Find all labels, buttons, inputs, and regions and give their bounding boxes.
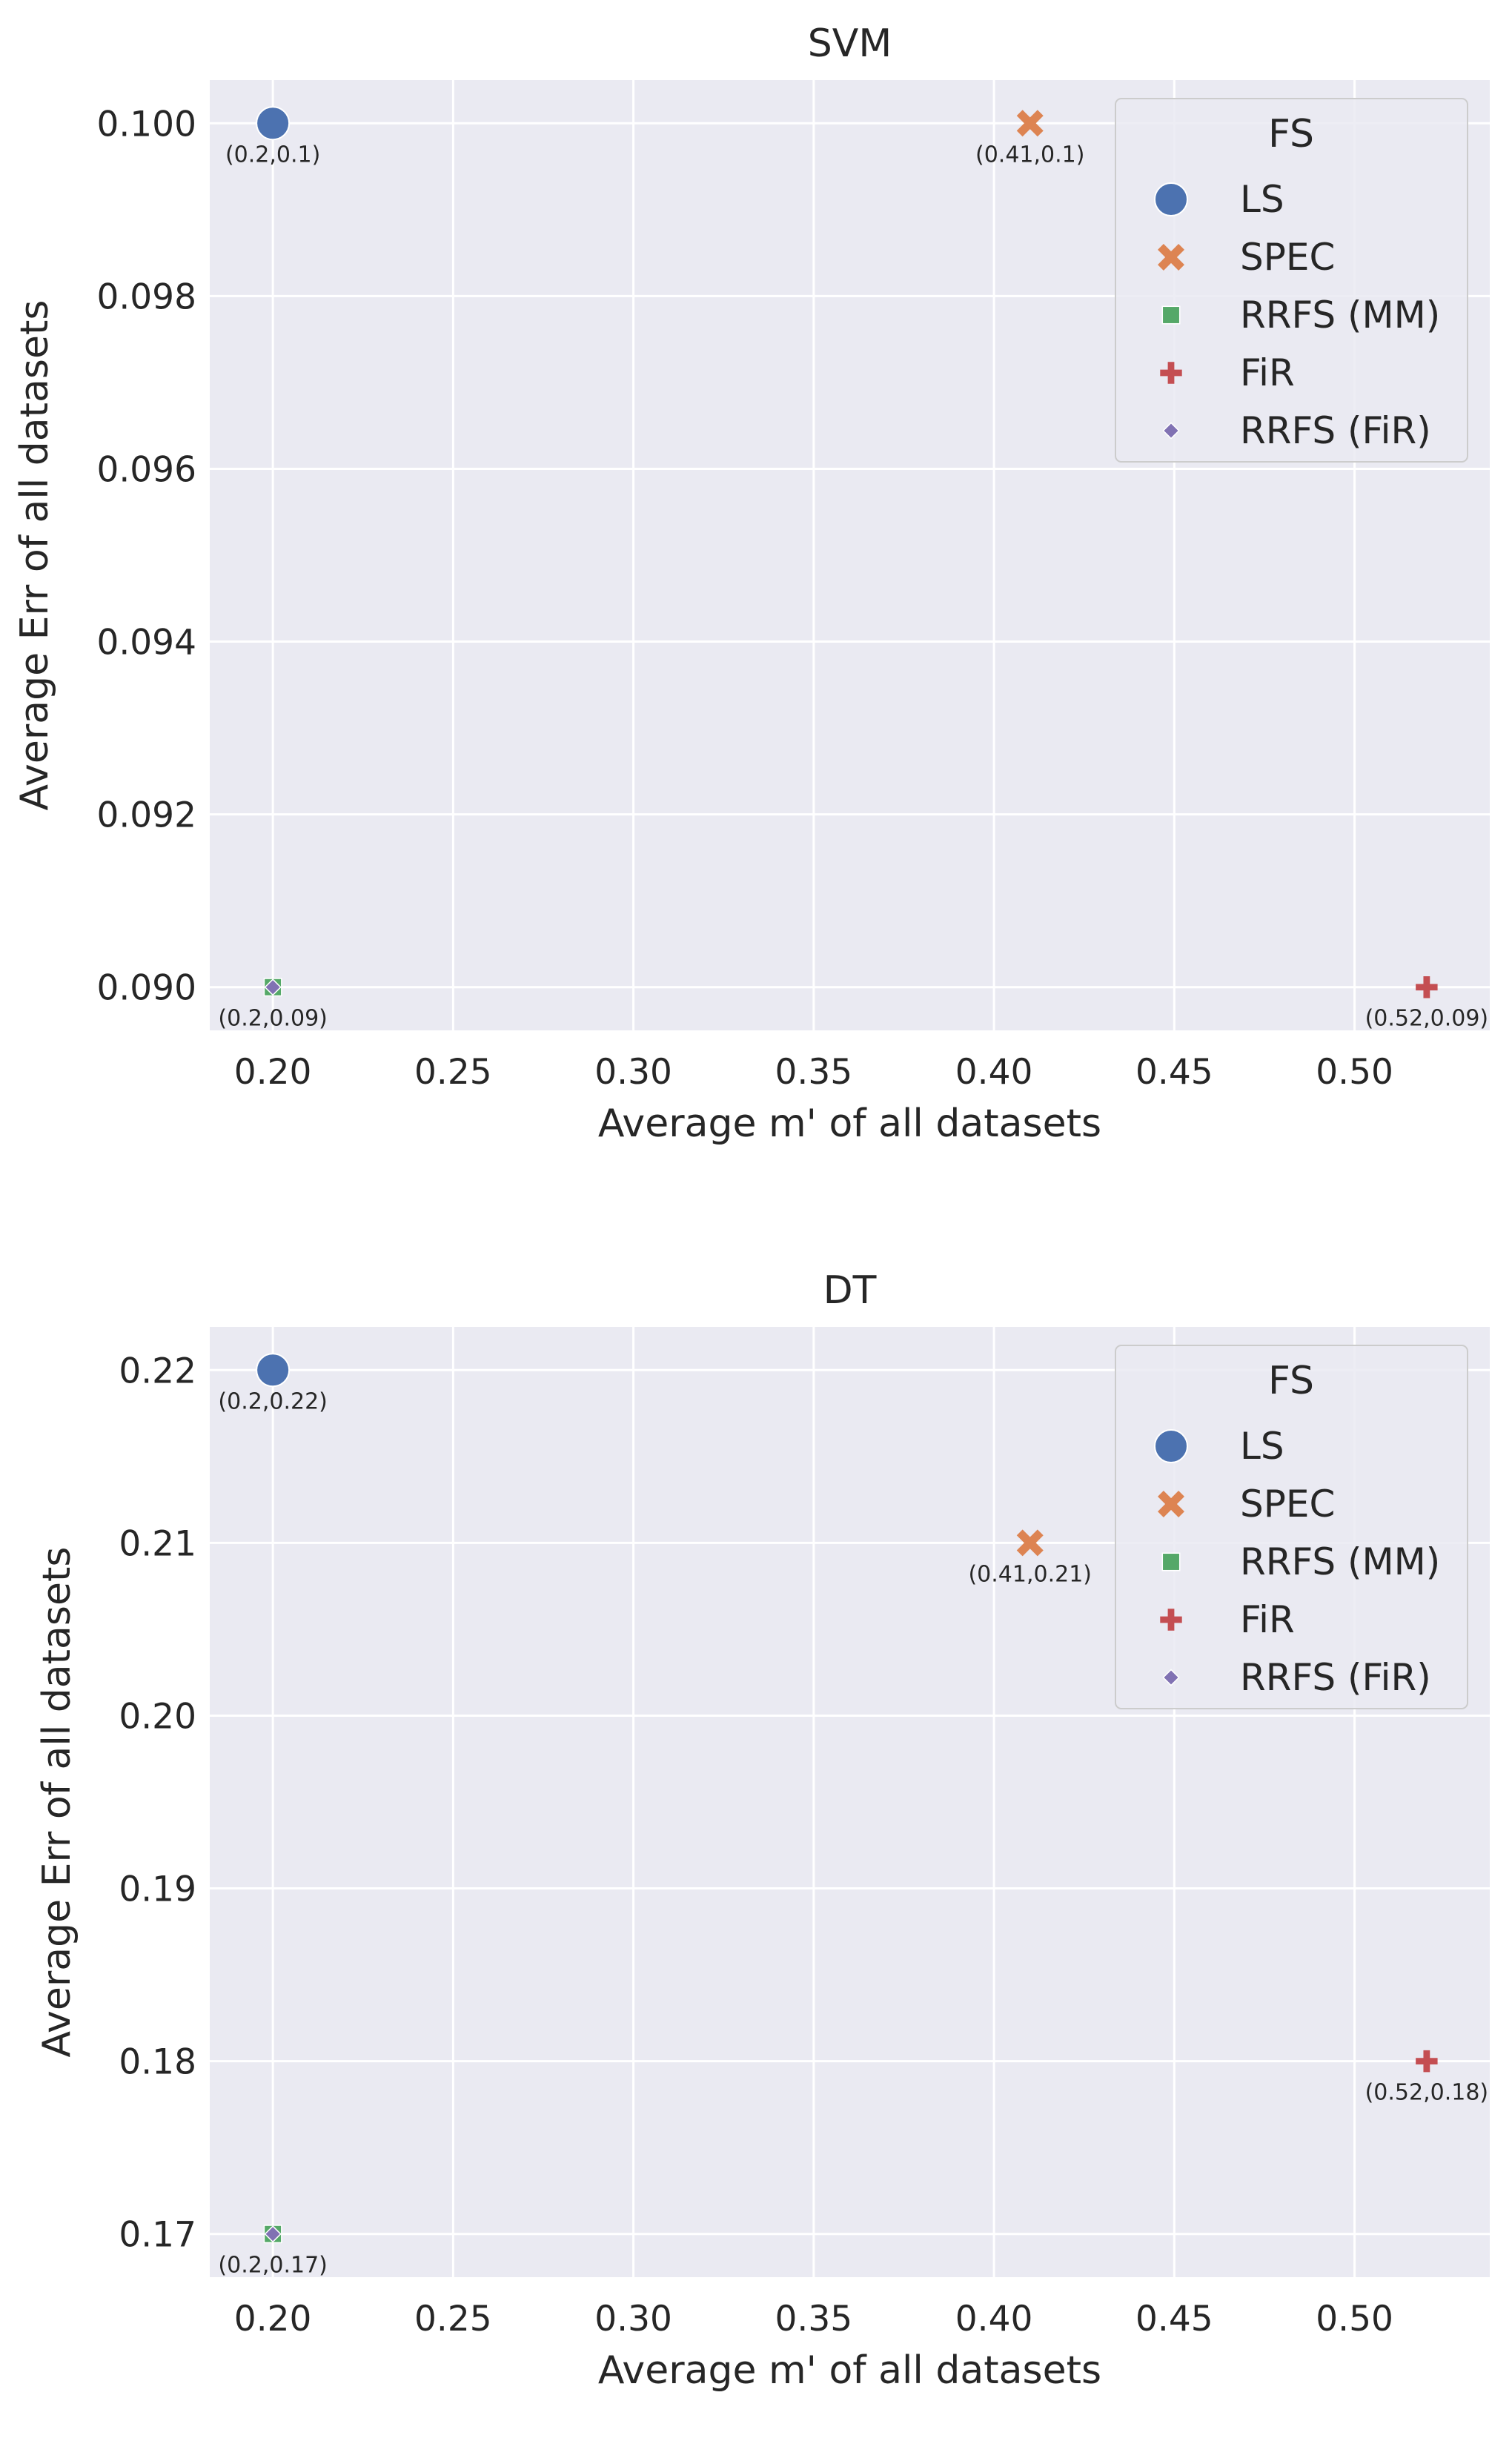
x-tick-label: 0.35 <box>775 1052 853 1093</box>
x-tick-label: 0.30 <box>594 2299 672 2339</box>
y-axis-label: Average Err of all datasets <box>35 1547 79 2058</box>
x-tick-label: 0.50 <box>1316 2299 1393 2339</box>
legend-label: FiR <box>1240 1598 1295 1641</box>
legend-title: FS <box>1268 1359 1314 1403</box>
data-label: (0.52,0.09) <box>1365 1006 1489 1032</box>
legend-label: RRFS (MM) <box>1240 1540 1440 1583</box>
chart-panel-dt: 0.20 0.25 0.30 0.35 0.40 0.45 0.50 0.17 0.18 0.19… <box>35 1268 1490 2393</box>
y-axis-label: Average Err of all datasets <box>13 300 57 811</box>
legend-label: LS <box>1240 1425 1284 1468</box>
legend-marker-rrfs-mm <box>1161 1552 1181 1571</box>
y-tick-label: 0.17 <box>119 2215 196 2256</box>
y-tick-label: 0.21 <box>119 1523 196 1564</box>
data-point-rrfs-fir <box>264 2225 282 2243</box>
y-tick-label: 0.100 <box>96 104 196 145</box>
legend: FS LS SPEC RRFS (MM) FiR RRFS (FiR) <box>1115 98 1468 463</box>
y-tick-label: 0.18 <box>119 2042 196 2083</box>
legend-label: RRFS (FiR) <box>1240 1656 1431 1699</box>
legend-marker-rrfs-fir <box>1162 422 1180 440</box>
data-point-fir <box>1416 2050 1438 2073</box>
legend-marker-fir <box>1160 1609 1182 1631</box>
x-tick-label: 0.20 <box>234 2299 312 2339</box>
x-tick-label: 0.25 <box>414 2299 492 2339</box>
chart-title: SVM <box>808 21 892 66</box>
legend-title: FS <box>1268 112 1314 156</box>
x-tick-label: 0.50 <box>1316 1052 1393 1093</box>
legend-marker-ls <box>1154 182 1188 216</box>
legend-label: SPEC <box>1240 236 1335 279</box>
y-tick-label: 0.094 <box>96 623 196 663</box>
y-tick-label: 0.098 <box>96 276 196 317</box>
data-label: (0.2,0.17) <box>218 2253 327 2279</box>
data-label: (0.41,0.1) <box>975 142 1084 168</box>
data-label: (0.2,0.22) <box>218 1388 327 1414</box>
legend-box <box>1115 98 1468 463</box>
y-tick-label: 0.22 <box>119 1351 196 1391</box>
x-axis-label: Average m' of all datasets <box>598 2348 1101 2393</box>
legend-marker-fir <box>1160 362 1182 384</box>
x-tick-label: 0.30 <box>594 1052 672 1093</box>
x-tick-label: 0.45 <box>1135 1052 1213 1093</box>
x-tick-label: 0.35 <box>775 2299 853 2339</box>
legend-label: FiR <box>1240 351 1295 394</box>
legend-label: RRFS (FiR) <box>1240 409 1431 452</box>
chart-panel-svm: 0.20 0.25 0.30 0.35 0.40 0.45 0.50 0.090 0.092 0.… <box>13 21 1490 1146</box>
data-label: (0.52,0.18) <box>1365 2080 1489 2106</box>
legend-marker-rrfs-mm <box>1161 305 1181 325</box>
y-tick-label: 0.096 <box>96 449 196 490</box>
legend-box <box>1115 1345 1468 1709</box>
legend-marker-rrfs-fir <box>1162 1669 1180 1686</box>
legend-label: SPEC <box>1240 1483 1335 1526</box>
x-axis-label: Average m' of all datasets <box>598 1102 1101 1146</box>
y-tick-label: 0.20 <box>119 1696 196 1737</box>
y-tick-label: 0.19 <box>119 1869 196 1910</box>
legend-label: LS <box>1240 178 1284 221</box>
x-tick-label: 0.40 <box>955 1052 1033 1093</box>
data-label: (0.41,0.21) <box>968 1561 1092 1587</box>
data-point-spec <box>1016 1529 1044 1557</box>
x-tick-label: 0.20 <box>234 1052 312 1093</box>
chart-title: DT <box>823 1268 877 1313</box>
x-tick-label: 0.45 <box>1135 2299 1213 2339</box>
data-point-ls <box>256 106 291 141</box>
data-point-rrfs-fir <box>264 978 282 996</box>
legend-marker-spec <box>1158 1491 1184 1517</box>
data-point-ls <box>256 1353 291 1388</box>
data-label: (0.2,0.09) <box>218 1006 327 1032</box>
data-label: (0.2,0.1) <box>225 142 320 168</box>
y-tick-label: 0.092 <box>96 795 196 836</box>
legend: FS LS SPEC RRFS (MM) FiR RRFS (FiR) <box>1115 1345 1468 1709</box>
x-tick-label: 0.40 <box>955 2299 1033 2339</box>
y-tick-label: 0.090 <box>96 968 196 1009</box>
legend-marker-spec <box>1158 244 1184 271</box>
legend-marker-ls <box>1154 1429 1188 1463</box>
x-tick-label: 0.25 <box>414 1052 492 1093</box>
data-point-spec <box>1016 110 1044 137</box>
legend-label: RRFS (MM) <box>1240 294 1440 337</box>
data-point-fir <box>1416 976 1438 998</box>
